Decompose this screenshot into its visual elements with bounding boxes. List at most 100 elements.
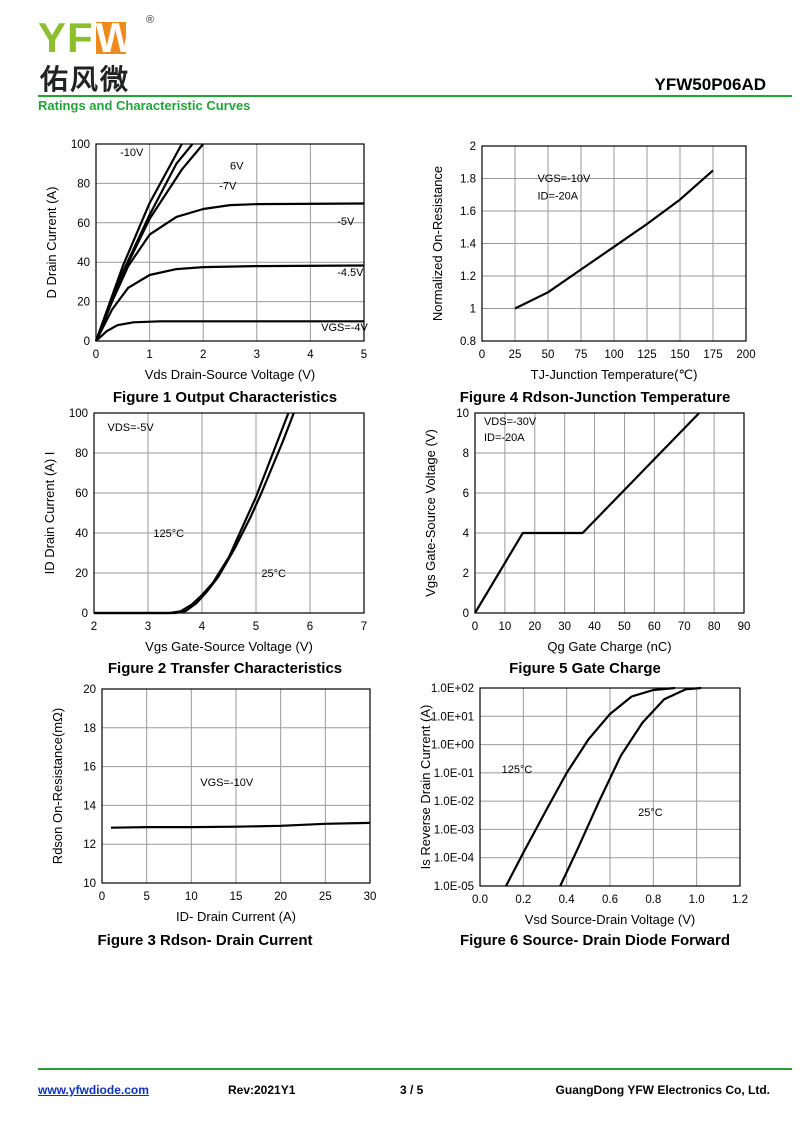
x-tick-label: 200 [736, 349, 755, 361]
website-link[interactable]: www.yfwdiode.com [38, 1083, 149, 1097]
plot-frame [481, 145, 747, 342]
x-tick-label: 5 [253, 621, 259, 633]
registered-mark: ® [146, 14, 155, 26]
x-tick-label: 0 [93, 349, 99, 361]
section-title: Ratings and Characteristic Curves [38, 98, 251, 113]
series-line [559, 686, 702, 887]
footer-divider [38, 1068, 792, 1070]
figure-3-caption: Figure 3 Rdson- Drain Current [97, 932, 313, 949]
x-axis-label: ID- Drain Current (A) [176, 909, 296, 924]
x-tick-label: 50 [542, 349, 555, 361]
y-tick-label: 4 [463, 528, 470, 540]
plot-frame [95, 143, 365, 342]
x-tick-label: 10 [185, 891, 198, 903]
x-tick-label: 1.0 [689, 894, 705, 906]
y-tick-label: 0 [82, 608, 88, 620]
annotation-label: VGS=-10V [200, 777, 254, 789]
annotation-label: VDS=-5V [108, 422, 155, 434]
x-tick-label: 0.8 [645, 894, 661, 906]
y-tick-label: 1.0E-01 [434, 768, 474, 780]
x-axis-label: Qg Gate Charge (nC) [547, 639, 671, 654]
x-axis-label: Vgs Gate-Source Voltage (V) [145, 639, 313, 654]
y-tick-label: 60 [75, 488, 88, 500]
x-tick-label: 20 [274, 891, 287, 903]
x-axis-label: Vsd Source-Drain Voltage (V) [525, 912, 696, 927]
x-tick-label: 0.6 [602, 894, 618, 906]
y-tick-label: 1.0E+01 [431, 711, 474, 723]
series-line [94, 412, 295, 615]
x-tick-label: 0 [472, 621, 478, 633]
x-axis-label: Vds Drain-Source Voltage (V) [145, 367, 316, 382]
annotation-label: 6V [230, 161, 244, 173]
annotation-label: 25°C [638, 807, 663, 819]
figure-5-caption: Figure 5 Gate Charge [509, 660, 661, 677]
series-line [474, 412, 700, 614]
annotation-label: 25°C [261, 568, 286, 580]
series-line [94, 412, 290, 615]
header-divider [38, 95, 792, 97]
logo-mark: W [95, 14, 137, 61]
annotation-label: VGS=-10V [537, 173, 591, 185]
annotation-label: VGS=-4V [321, 322, 368, 334]
y-tick-label: 0 [463, 608, 469, 620]
y-tick-label: 1 [470, 304, 476, 316]
x-tick-label: 0.0 [472, 894, 488, 906]
x-tick-label: 7 [361, 621, 367, 633]
x-tick-label: 40 [588, 621, 601, 633]
y-tick-label: 1.0E+02 [431, 683, 474, 695]
series-line [110, 821, 371, 829]
figure-5-gate-charge: 0 10 20 30 40 50 60 70 80 90 0 2 4 6 8 10 Qg Gate Charge… [423, 408, 751, 654]
y-tick-label: 2 [470, 141, 476, 153]
x-tick-label: 6 [307, 621, 313, 633]
annotation-label: VDS=-30V [484, 416, 537, 428]
y-tick-label: 6 [463, 488, 469, 500]
y-tick-label: 0.8 [460, 336, 476, 348]
series-line [94, 202, 365, 342]
y-tick-label: 80 [75, 448, 88, 460]
figure-3-rdson-drain-current: 0 5 10 15 20 25 30 10 12 14 16 18 20 ID- Drain Curren… [50, 684, 376, 924]
y-axis-label: D Drain Current (A) [44, 187, 59, 299]
annotation-label: 125°C [502, 764, 533, 776]
y-tick-label: 1.0E-02 [434, 796, 474, 808]
figure-2-transfer-characteristics: 2 3 4 5 6 7 0 20 40 60 80 100 Vgs Gate-Source Voltag… [42, 408, 367, 654]
y-tick-label: 14 [83, 800, 96, 812]
x-tick-label: 5 [143, 891, 149, 903]
x-tick-label: 90 [738, 621, 751, 633]
x-tick-label: 5 [361, 349, 367, 361]
plot-frame [93, 412, 365, 614]
figure-2-caption: Figure 2 Transfer Characteristics [107, 660, 343, 677]
y-tick-label: 1.8 [460, 174, 476, 186]
annotation-label: -10V [120, 147, 144, 159]
annotation-label: -7V [219, 180, 237, 192]
x-tick-label: 0 [479, 349, 485, 361]
x-tick-label: 70 [678, 621, 691, 633]
y-tick-label: 20 [75, 568, 88, 580]
y-tick-label: 1.0E+00 [431, 740, 474, 752]
x-tick-label: 125 [637, 349, 656, 361]
y-tick-label: 8 [463, 448, 469, 460]
x-tick-label: 50 [618, 621, 631, 633]
y-tick-label: 100 [69, 408, 88, 420]
y-axis-label: Is Reverse Drain Current (A) [418, 705, 433, 870]
plot-frame [101, 688, 371, 884]
y-axis-label: Rdson On-Resistance(mΩ) [50, 708, 65, 864]
x-tick-label: 80 [708, 621, 721, 633]
x-tick-label: 2 [200, 349, 206, 361]
plot-frame [479, 687, 741, 887]
x-tick-label: 20 [528, 621, 541, 633]
x-tick-label: 4 [307, 349, 314, 361]
figure-6-diode-forward: 0.0 0.2 0.4 0.6 0.8 1.0 1.2 1.0E-05 1.0E-04 1.0E-… [418, 683, 748, 927]
y-tick-label: 80 [77, 178, 90, 190]
series-line [514, 169, 714, 310]
annotation-label: 125°C [153, 528, 184, 540]
series-line [95, 320, 364, 342]
x-tick-label: 2 [91, 621, 97, 633]
series-line [505, 686, 676, 887]
x-tick-label: 3 [254, 349, 260, 361]
x-tick-label: 150 [670, 349, 689, 361]
series-line [95, 264, 365, 342]
x-tick-label: 3 [145, 621, 151, 633]
annotation-label: -5V [337, 216, 355, 228]
y-tick-label: 1.0E-05 [434, 881, 474, 893]
y-tick-label: 0 [84, 336, 90, 348]
